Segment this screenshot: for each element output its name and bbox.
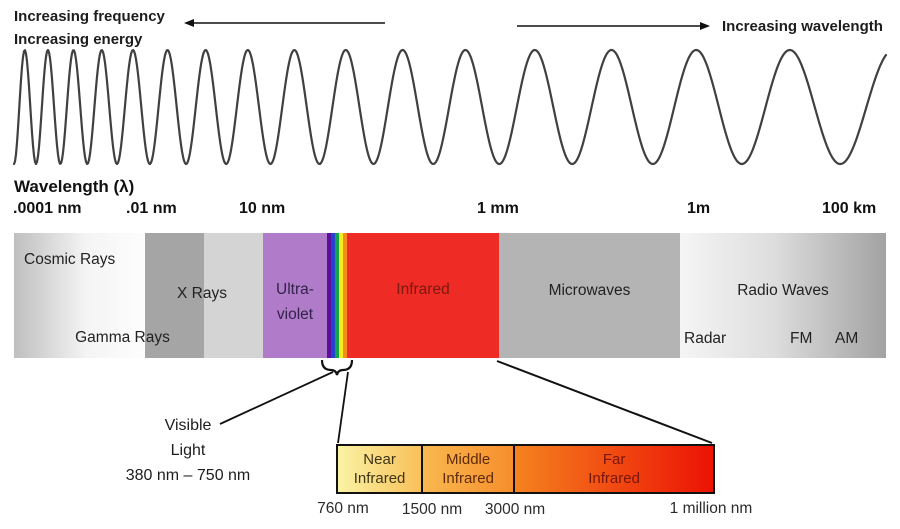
tick-3000nm: 3000 nm	[484, 501, 546, 518]
am-label: AM	[835, 330, 859, 347]
visible-stripe-violet	[327, 233, 331, 358]
visible-stripe-yellow	[339, 233, 343, 358]
visible-stripe-orange	[343, 233, 347, 358]
tick-0001nm: .0001 nm	[13, 200, 82, 217]
band-microwaves	[499, 233, 680, 358]
radar-label: Radar	[684, 330, 727, 347]
tick-1million-nm: 1 million nm	[669, 500, 753, 517]
middle-infrared-cell: Middle Infrared	[421, 446, 514, 492]
tick-760nm: 760 nm	[317, 500, 369, 517]
tick-1500nm: 1500 nm	[401, 501, 463, 518]
visible-light-line1: Visible	[164, 417, 212, 434]
band-xray	[145, 233, 204, 358]
wave-illustration	[12, 48, 888, 166]
visible-light-range: 380 nm – 750 nm	[125, 467, 251, 484]
cosmic-rays-label: Cosmic Rays	[24, 251, 116, 268]
x-rays-label: X Rays	[177, 285, 227, 302]
visible-light-callout: Visible Light 380 nm – 750 nm	[108, 413, 268, 488]
tick-1m: 1m	[687, 200, 711, 217]
far-infrared-cell: Far Infrared	[513, 446, 713, 492]
fm-label: FM	[790, 330, 813, 347]
increasing-frequency-label: Increasing frequency	[14, 8, 165, 25]
tick-01nm: .01 nm	[126, 200, 177, 217]
ultraviolet-label: Ultra- violet	[276, 281, 314, 323]
tick-1mm: 1 mm	[477, 200, 519, 217]
near-infrared-cell: Near Infrared	[338, 446, 422, 492]
band-xray-uv-gap	[204, 233, 263, 358]
detail-left-line	[337, 371, 349, 444]
band-ultraviolet	[263, 233, 327, 358]
increasing-energy-label: Increasing energy	[14, 31, 143, 48]
gamma-rays-label: Gamma Rays	[75, 329, 170, 346]
tick-100km: 100 km	[822, 200, 877, 217]
wave-path	[12, 48, 888, 166]
tick-10nm: 10 nm	[239, 200, 286, 217]
infrared-label: Infrared	[396, 281, 450, 298]
band-visible-light	[327, 233, 347, 358]
microwaves-label: Microwaves	[548, 282, 631, 299]
visible-brace	[320, 359, 354, 376]
spectrum-bar	[14, 233, 886, 358]
visible-stripe-blue	[331, 233, 335, 358]
visible-light-line2: Light	[170, 442, 206, 459]
infrared-detail-bar: Near Infrared Middle Infrared Far Infrar…	[336, 444, 715, 494]
radio-waves-label: Radio Waves	[737, 282, 829, 299]
visible-stripe-green	[335, 233, 339, 358]
band-radio	[680, 233, 886, 358]
band-cosmic-gamma	[14, 233, 145, 358]
detail-right-line	[496, 360, 713, 444]
band-infrared	[347, 233, 499, 358]
increasing-wavelength-label: Increasing wavelength	[722, 18, 883, 35]
wavelength-axis-title: Wavelength (λ)	[14, 177, 135, 196]
